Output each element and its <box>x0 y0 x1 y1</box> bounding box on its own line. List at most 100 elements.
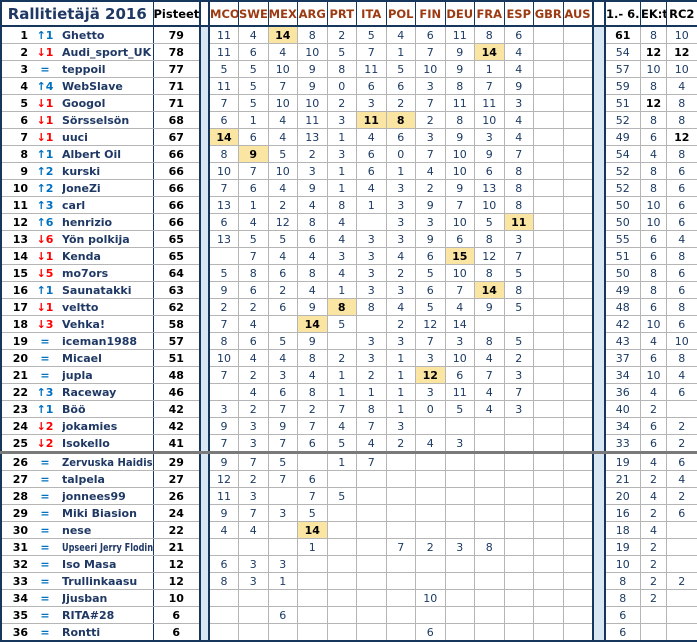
race-score-cell: 8 <box>475 231 505 248</box>
race-score-cell: 6 <box>445 367 475 384</box>
separator-strip <box>593 384 605 401</box>
race-score-cell <box>534 539 564 556</box>
race-score-cell <box>416 522 446 539</box>
race-score-cell <box>534 316 564 333</box>
points-cell: 65 <box>153 248 200 265</box>
summary-cell: 6 <box>667 282 697 299</box>
race-score-cell: 3 <box>327 248 357 265</box>
column-header-prt: PRT <box>327 1 357 26</box>
race-score-cell: 9 <box>445 44 475 61</box>
summary-cell: 10 <box>641 214 667 231</box>
race-score-cell: 7 <box>357 418 387 435</box>
race-score-cell: 6 <box>209 214 239 231</box>
separator-strip <box>593 231 605 248</box>
separator-strip <box>593 350 605 367</box>
summary-cell: 4 <box>641 488 667 505</box>
race-score-cell <box>504 590 534 607</box>
race-score-cell: 6 <box>357 146 387 163</box>
race-score-cell <box>298 624 328 642</box>
race-score-cell: 6 <box>416 282 446 299</box>
position-number: 14 <box>2 250 28 263</box>
points-cell: 78 <box>153 44 200 61</box>
points-cell: 62 <box>153 299 200 316</box>
player-name: jonnees99 <box>62 490 153 503</box>
separator-strip <box>593 418 605 435</box>
race-score-cell: 3 <box>239 418 269 435</box>
rank-down-arrow-icon: ↓6 <box>28 233 62 246</box>
race-score-cell: 5 <box>386 61 416 78</box>
column-header-deu: DEU <box>445 1 475 26</box>
separator-strip <box>200 488 209 505</box>
player-name: Googol <box>62 97 153 110</box>
points-cell: 66 <box>153 163 200 180</box>
race-score-cell: 9 <box>209 282 239 299</box>
points-cell: 10 <box>153 590 200 607</box>
race-score-cell: 10 <box>209 350 239 367</box>
race-score-cell: 3 <box>445 539 475 556</box>
race-score-cell: 8 <box>504 282 534 299</box>
player-name: Zervuska Haidis <box>62 456 153 469</box>
separator-strip <box>200 299 209 316</box>
race-score-cell: 6 <box>239 282 269 299</box>
separator-strip <box>593 95 605 112</box>
player-cell: 34=Jjusban <box>1 590 153 607</box>
race-score-cell <box>416 453 446 471</box>
race-score-cell: 3 <box>386 197 416 214</box>
race-score-cell <box>445 624 475 642</box>
summary-cell: 2 <box>667 573 697 590</box>
summary-cell: 8 <box>641 180 667 197</box>
race-score-cell: 4 <box>209 522 239 539</box>
summary-cell: 21 <box>605 471 641 488</box>
player-cell: 21=jupla <box>1 367 153 384</box>
position-number: 31 <box>2 541 28 554</box>
summary-cell: 6 <box>641 435 667 453</box>
race-score-cell: 12 <box>416 316 446 333</box>
summary-cell: 4 <box>641 146 667 163</box>
race-score-cell: 4 <box>298 367 328 384</box>
race-score-cell: 6 <box>239 129 269 146</box>
summary-cell: 34 <box>605 367 641 384</box>
position-number: 21 <box>2 369 28 382</box>
race-score-cell <box>534 146 564 163</box>
race-score-cell <box>445 607 475 624</box>
race-score-cell <box>357 488 387 505</box>
race-score-cell: 7 <box>268 401 298 418</box>
separator-strip <box>593 61 605 78</box>
race-score-cell <box>386 607 416 624</box>
summary-cell: 6 <box>667 453 697 471</box>
race-score-cell: 6 <box>268 265 298 282</box>
position-number: 29 <box>2 507 28 520</box>
points-cell: 65 <box>153 231 200 248</box>
race-score-cell: 1 <box>386 367 416 384</box>
race-score-cell: 8 <box>475 26 505 44</box>
race-score-cell <box>534 556 564 573</box>
race-score-cell: 8 <box>504 163 534 180</box>
summary-cell: 4 <box>667 231 697 248</box>
race-score-cell: 1 <box>327 129 357 146</box>
separator-strip <box>200 539 209 556</box>
separator-strip <box>593 453 605 471</box>
race-score-cell: 6 <box>268 607 298 624</box>
summary-cell: 55 <box>605 231 641 248</box>
summary-cell: 18 <box>605 522 641 539</box>
race-score-cell: 7 <box>209 180 239 197</box>
race-score-cell <box>534 453 564 471</box>
race-score-cell: 5 <box>268 333 298 350</box>
position-number: 20 <box>2 352 28 365</box>
race-score-cell: 4 <box>327 265 357 282</box>
player-name: Audi_sport_UK <box>62 46 153 59</box>
race-score-cell: 3 <box>298 163 328 180</box>
summary-cell: 50 <box>605 265 641 282</box>
race-score-cell: 8 <box>209 573 239 590</box>
race-score-cell: 2 <box>386 316 416 333</box>
race-score-cell: 3 <box>357 95 387 112</box>
race-score-cell: 1 <box>475 61 505 78</box>
separator-strip <box>593 129 605 146</box>
